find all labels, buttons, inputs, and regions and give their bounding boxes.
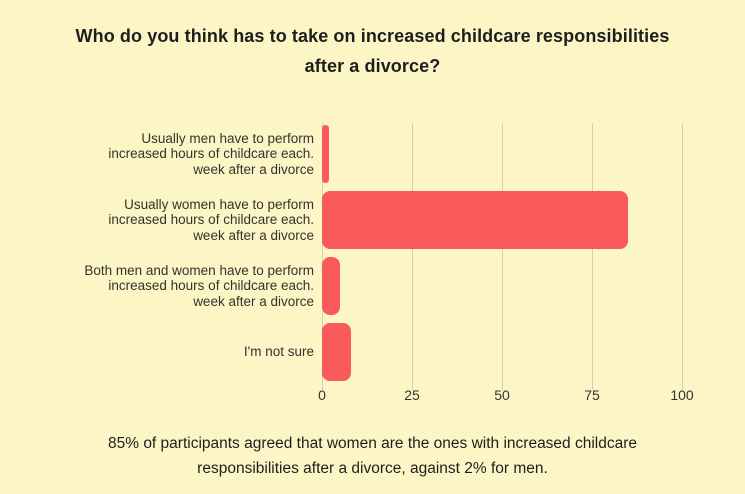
x-tick-label: 0 <box>318 387 326 403</box>
gridline <box>502 123 503 390</box>
category-label-0: Usually men have to perform increased ho… <box>108 130 314 177</box>
gridline <box>682 123 683 390</box>
bar-1 <box>322 191 628 249</box>
x-tick-label: 50 <box>494 387 510 403</box>
bar-3 <box>322 323 351 381</box>
x-tick-label: 75 <box>584 387 600 403</box>
gridline <box>322 123 323 390</box>
gridline <box>412 123 413 390</box>
plot-area <box>322 123 683 390</box>
bar-0 <box>322 125 330 183</box>
category-label-2: Both men and women have to perform incre… <box>84 262 314 309</box>
bar-2 <box>322 257 340 315</box>
chart-caption: 85% of participants agreed that women ar… <box>107 435 638 477</box>
chart-title: Who do you think has to take on increase… <box>75 26 670 76</box>
category-label-3: I'm not sure <box>243 344 314 360</box>
gridline <box>592 123 593 390</box>
x-tick-label: 100 <box>670 387 694 403</box>
x-tick-label: 25 <box>404 387 420 403</box>
category-label-1: Usually women have to perform increased … <box>108 196 314 243</box>
